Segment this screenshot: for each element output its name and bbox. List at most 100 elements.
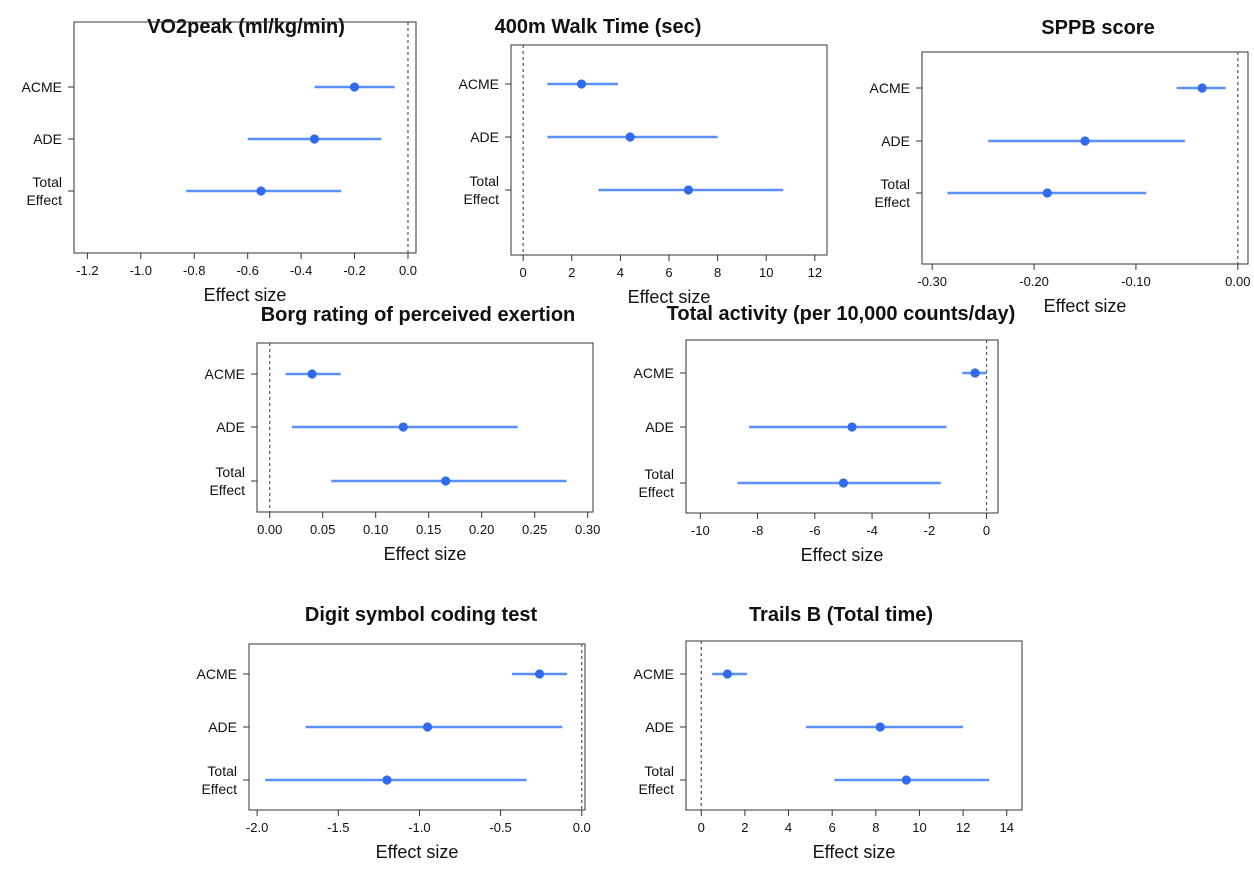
x-tick-label: 0	[698, 820, 705, 835]
x-tick-label: 0.00	[1225, 274, 1250, 289]
point-estimate	[534, 669, 545, 679]
point-estimate	[309, 134, 320, 144]
x-tick-label: 6	[829, 820, 836, 835]
panel-title: Digit symbol coding test	[305, 604, 538, 626]
point-estimate	[625, 132, 635, 142]
x-tick-label: 12	[956, 820, 970, 835]
point-estimate	[722, 669, 733, 679]
row-label-effect: Effect	[201, 781, 237, 797]
point-estimate	[307, 369, 317, 379]
panel-title: Total activity (per 10,000 counts/day)	[667, 303, 1016, 325]
x-tick-label: 0.0	[573, 820, 591, 835]
point-estimate	[349, 82, 360, 92]
x-tick-label: -2	[924, 523, 936, 538]
panel-5: Total activity (per 10,000 counts/day) -1…	[634, 303, 1016, 565]
point-estimate	[256, 186, 266, 196]
plot-frame	[921, 51, 1249, 265]
panel-title: SPPB score	[1041, 17, 1154, 39]
x-axis-label: Effect size	[376, 842, 459, 862]
panel-title: Borg rating of perceived exertion	[261, 304, 576, 326]
point-estimate	[838, 478, 849, 488]
x-tick-label: 2	[568, 265, 575, 280]
row-label-total: Total	[469, 173, 499, 189]
row-label-ade: ADE	[645, 419, 674, 435]
row-label-acme: ACME	[870, 80, 910, 96]
x-tick-label: -0.4	[290, 263, 312, 278]
x-tick-label: 0.00	[257, 522, 282, 537]
x-tick-label: -4	[866, 523, 878, 538]
point-estimate	[1042, 188, 1052, 198]
panel-title: Trails B (Total time)	[749, 604, 933, 626]
x-tick-label: -1.2	[76, 263, 98, 278]
x-tick-label: 0	[983, 523, 990, 538]
x-axis-label: Effect size	[801, 545, 884, 565]
point-estimate	[422, 722, 433, 732]
x-axis-label: Effect size	[384, 544, 467, 564]
row-label-effect: Effect	[463, 191, 499, 207]
row-label-total: Total	[215, 464, 245, 480]
x-tick-label: -1.0	[130, 263, 152, 278]
x-tick-label: -2.0	[246, 820, 268, 835]
x-tick-label: 0	[520, 265, 527, 280]
x-tick-label: 0.20	[469, 522, 494, 537]
point-estimate	[441, 476, 451, 486]
row-label-effect: Effect	[874, 194, 910, 210]
point-estimate	[1080, 136, 1090, 146]
x-tick-label: -0.10	[1121, 274, 1151, 289]
x-tick-label: 0.10	[363, 522, 388, 537]
panel-4: Borg rating of perceived exertion 0.00 0.0…	[205, 304, 601, 564]
point-estimate	[398, 422, 408, 432]
x-tick-label: -0.8	[183, 263, 205, 278]
plot-frame	[510, 44, 828, 256]
point-estimate	[875, 722, 885, 732]
point-estimate	[576, 79, 587, 89]
point-estimate	[901, 775, 911, 785]
point-estimate	[1197, 83, 1207, 93]
row-label-ade: ADE	[33, 131, 62, 147]
panel-6: Digit symbol coding test -2.0 -1.5 -1.0 -0.5…	[197, 604, 591, 862]
point-estimate	[382, 775, 392, 785]
panel-3: SPPB score -0.30 -0.20 -0.10 0.00 Effect size…	[870, 17, 1251, 316]
panel-7: Trails B (Total time) 0 2 4 6 8 10 12 14 Effect s…	[634, 604, 1023, 862]
x-tick-label: 0.0	[399, 263, 417, 278]
x-tick-label: -0.20	[1019, 274, 1049, 289]
plot-frame	[73, 21, 417, 254]
x-tick-label: -8	[752, 523, 764, 538]
row-label-effect: Effect	[638, 781, 674, 797]
row-label-total: Total	[207, 763, 237, 779]
row-label-ade: ADE	[645, 719, 674, 735]
x-axis-label: Effect size	[628, 287, 711, 307]
x-tick-label: -10	[691, 523, 710, 538]
row-label-effect: Effect	[26, 192, 62, 208]
x-axis-label: Effect size	[204, 285, 287, 305]
row-label-acme: ACME	[634, 666, 674, 682]
x-axis-label: Effect size	[1044, 296, 1127, 316]
x-tick-label: 12	[808, 265, 822, 280]
x-tick-label: 10	[912, 820, 926, 835]
row-label-total: Total	[32, 174, 62, 190]
row-label-acme: ACME	[634, 365, 674, 381]
row-label-effect: Effect	[209, 482, 245, 498]
plot-frame	[685, 640, 1023, 811]
panel-title: VO2peak (ml/kg/min)	[147, 16, 345, 38]
row-label-ade: ADE	[470, 129, 499, 145]
x-tick-label: 0.05	[310, 522, 335, 537]
x-tick-label: 8	[714, 265, 721, 280]
row-label-acme: ACME	[197, 666, 237, 682]
x-tick-label: -0.30	[917, 274, 947, 289]
row-label-total: Total	[644, 466, 674, 482]
x-tick-label: 14	[999, 820, 1013, 835]
x-tick-label: 0.15	[416, 522, 441, 537]
x-tick-label: -1.5	[327, 820, 349, 835]
x-tick-label: 10	[759, 265, 773, 280]
x-tick-label: 2	[741, 820, 748, 835]
x-tick-label: -0.6	[236, 263, 258, 278]
point-estimate	[970, 368, 980, 378]
x-tick-label: 0.25	[522, 522, 547, 537]
row-label-ade: ADE	[208, 719, 237, 735]
x-tick-label: 8	[872, 820, 879, 835]
row-label-ade: ADE	[881, 133, 910, 149]
panel-2: 400m Walk Time (sec) 0 2 4 6 8 10 12 Effect size…	[459, 16, 828, 307]
point-estimate	[847, 422, 857, 432]
